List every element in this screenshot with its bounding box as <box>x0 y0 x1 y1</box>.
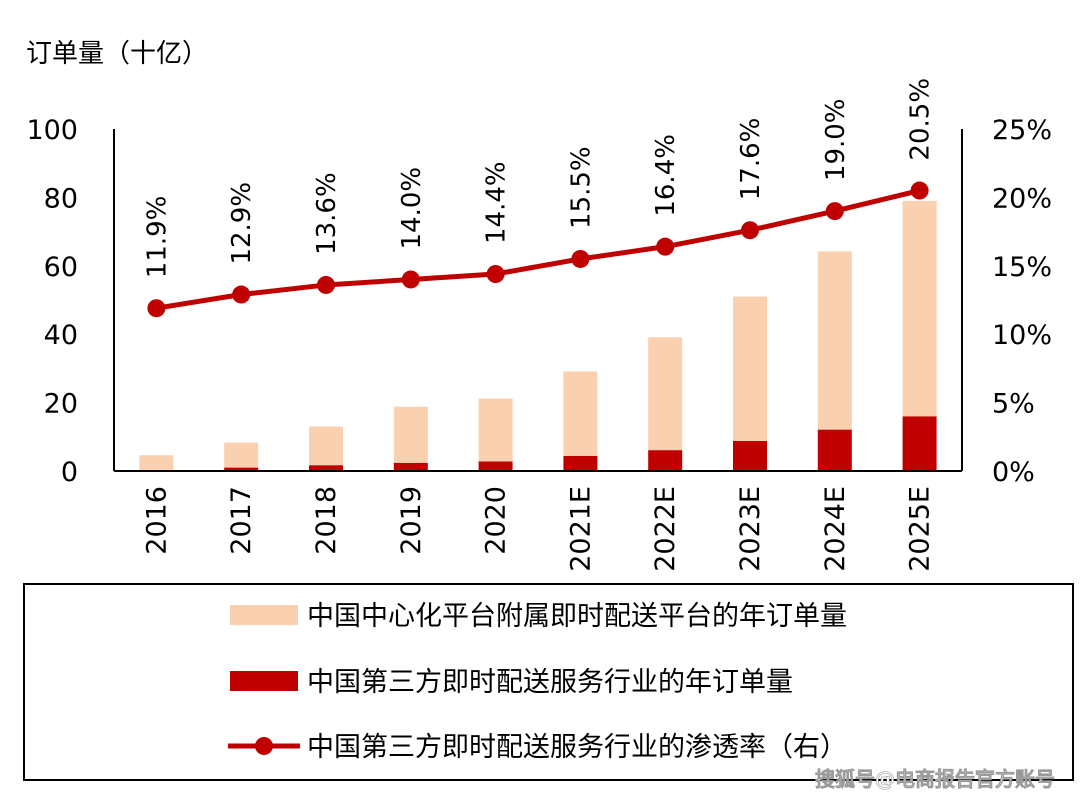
penetration-label-2017: 12.9% <box>227 182 257 265</box>
x-tick-2016: 2016 <box>141 486 172 555</box>
y-tick-right: 20% <box>992 183 1052 214</box>
x-tick-2023E: 2023E <box>735 486 766 572</box>
y-tick-right: 10% <box>992 320 1052 351</box>
legend-swatch-platform <box>230 605 298 625</box>
bar-third-party-2022E <box>648 450 683 471</box>
line-series-group: 11.9% 12.9% 13.6% 14.0% 14.4% 15.5% 16.4% 17.6%… <box>142 78 936 318</box>
legend-label-platform: 中国中心化平台附属即时配送平台的年订单量 <box>307 601 847 632</box>
axes-group: 0 20 40 60 80 100 0% 5% 10% 15% 20% 25% 2016 2017 2018… <box>26 115 1052 572</box>
x-tick-2017: 2017 <box>226 486 257 555</box>
watermark: 搜狐号@电商报告官方账号 <box>815 767 1055 791</box>
penetration-point-2025E <box>910 181 929 200</box>
penetration-point-2022E <box>656 237 675 256</box>
bar-platform-2017 <box>224 442 259 468</box>
bar-platform-2021E <box>563 371 598 456</box>
penetration-point-2017 <box>232 285 251 304</box>
legend: 中国中心化平台附属即时配送平台的年订单量中国第三方即时配送服务行业的年订单量中国… <box>23 583 1074 781</box>
bar-third-party-2019 <box>393 462 428 471</box>
bar-third-party-2023E <box>733 440 767 471</box>
x-tick-2025E: 2025E <box>905 486 936 572</box>
y-tick-left: 60 <box>44 252 78 283</box>
y-tick-right: 25% <box>992 115 1052 146</box>
legend-swatch-third-party <box>230 671 298 691</box>
penetration-point-2019 <box>401 270 420 289</box>
penetration-point-2020 <box>486 265 505 284</box>
y-tick-left: 40 <box>44 320 78 351</box>
bar-platform-2016 <box>139 455 174 471</box>
y-tick-right: 5% <box>992 389 1035 420</box>
bar-platform-2025E <box>902 200 937 417</box>
bar-platform-2019 <box>393 406 428 463</box>
penetration-point-2018 <box>317 275 335 294</box>
bar-third-party-2024E <box>817 429 852 471</box>
bar-third-party-2025E <box>902 416 937 471</box>
x-tick-2024E: 2024E <box>820 486 851 572</box>
bar-platform-2023E <box>733 296 767 441</box>
penetration-label-2018: 13.6% <box>312 172 342 255</box>
bar-third-party-2018 <box>309 465 343 471</box>
penetration-point-2024E <box>825 202 844 221</box>
y-tick-right: 15% <box>992 252 1052 283</box>
bar-third-party-2021E <box>563 455 598 471</box>
legend-label-third-party: 中国第三方即时配送服务行业的年订单量 <box>307 667 793 698</box>
penetration-line <box>156 188 921 311</box>
penetration-label-2022E: 16.4% <box>651 134 681 217</box>
x-tick-2020: 2020 <box>481 486 512 555</box>
y-tick-left: 80 <box>44 183 78 214</box>
bar-platform-2020 <box>478 398 513 462</box>
y-axis-title: 订单量（十亿） <box>26 39 208 69</box>
legend-box <box>23 583 1074 781</box>
penetration-label-2020: 14.4% <box>482 161 512 244</box>
legend-label-penetration: 中国第三方即时配送服务行业的渗透率（右） <box>307 732 847 763</box>
y-tick-left: 20 <box>44 389 78 420</box>
legend-swatch-marker <box>255 737 273 755</box>
penetration-point-2023E <box>741 221 759 240</box>
bar-platform-2024E <box>817 251 852 430</box>
penetration-label-2016: 11.9% <box>142 196 172 279</box>
y-tick-left: 0 <box>61 457 78 488</box>
y-tick-right: 0% <box>992 457 1035 488</box>
penetration-label-2024E: 19.0% <box>821 98 851 181</box>
bar-platform-2018 <box>309 426 343 466</box>
penetration-label-2023E: 17.6% <box>736 118 766 201</box>
x-tick-2018: 2018 <box>311 486 342 555</box>
x-tick-2021E: 2021E <box>565 486 596 572</box>
penetration-label-2019: 14.0% <box>397 167 427 250</box>
bars-group <box>139 200 937 471</box>
penetration-point-2016 <box>147 299 166 318</box>
bar-third-party-2020 <box>478 461 513 471</box>
penetration-label-2021E: 15.5% <box>566 146 596 229</box>
penetration-point-2021E <box>571 249 590 268</box>
y-tick-left: 100 <box>26 115 78 146</box>
bar-third-party-2017 <box>224 467 259 471</box>
x-tick-2022E: 2022E <box>650 486 681 572</box>
x-tick-2019: 2019 <box>396 486 427 555</box>
penetration-label-2025E: 20.5% <box>906 78 936 161</box>
bar-platform-2022E <box>648 337 683 451</box>
